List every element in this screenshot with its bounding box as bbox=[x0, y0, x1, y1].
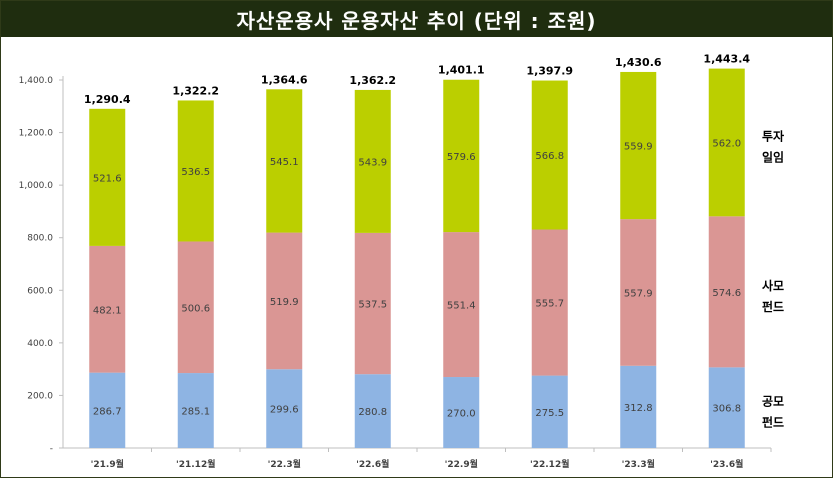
chart-title: 자산운용사 운용자산 추이 (단위 : 조원) bbox=[1, 1, 832, 37]
bar-value-label: 519.9 bbox=[270, 297, 299, 308]
bar-value-label: 286.7 bbox=[93, 406, 122, 417]
x-tick-label: '22.3월 bbox=[268, 458, 301, 470]
y-tick-label: 1,200.0 bbox=[19, 129, 54, 139]
bar-value-label: 559.9 bbox=[624, 142, 653, 153]
bar-value-label: 500.6 bbox=[181, 303, 210, 314]
bar-segment bbox=[620, 219, 657, 366]
bar-value-label: 482.1 bbox=[93, 305, 122, 316]
x-tick-label: '23.3월 bbox=[622, 458, 655, 470]
bar-value-label: 566.8 bbox=[535, 151, 564, 162]
bar-segment bbox=[531, 229, 568, 376]
x-tick-label: '21.9월 bbox=[91, 458, 124, 470]
bar-segment bbox=[354, 89, 391, 233]
y-tick-label: 600.0 bbox=[27, 286, 53, 296]
x-tick-label: '23.6월 bbox=[710, 458, 743, 470]
bar-segment bbox=[443, 79, 480, 233]
bar-segment bbox=[531, 375, 568, 448]
bar-segment bbox=[708, 68, 745, 217]
bar-segment bbox=[354, 374, 391, 448]
y-tick-label: 1,000.0 bbox=[19, 181, 54, 191]
bar-segment bbox=[266, 89, 303, 233]
bar-segment bbox=[443, 377, 480, 448]
legend-label-line: 펀드 bbox=[762, 415, 784, 430]
bar-segment bbox=[266, 369, 303, 448]
bar-segment bbox=[620, 365, 657, 448]
y-tick-label: 400.0 bbox=[27, 339, 53, 349]
legend-label-line: 투자 bbox=[762, 128, 784, 143]
bar-value-label: 312.8 bbox=[624, 403, 653, 414]
bar-segment bbox=[89, 108, 126, 246]
stacked-bar-chart: - 200.0 400.0 600.0 800.0 1,000.0 1,200.0 1,400… bbox=[19, 53, 784, 470]
bar-segment bbox=[708, 367, 745, 448]
legend-label-line: 사모 bbox=[762, 278, 784, 293]
bar-value-label: 574.6 bbox=[712, 288, 741, 299]
x-tick-label: '21.12월 bbox=[176, 458, 216, 470]
y-tick-label: 800.0 bbox=[27, 234, 53, 244]
bar-total-label: 1,397.9 bbox=[526, 65, 573, 78]
bar-value-label: 557.9 bbox=[624, 288, 653, 299]
bar-segment bbox=[354, 232, 391, 375]
bar-segment bbox=[177, 373, 214, 448]
legend-label-line: 공모 bbox=[762, 395, 784, 409]
bar-segment bbox=[531, 80, 568, 230]
bar-total-label: 1,290.4 bbox=[84, 93, 131, 106]
bar-segment bbox=[89, 245, 126, 373]
bar-segment bbox=[443, 232, 480, 378]
bar-value-label: 562.0 bbox=[712, 138, 741, 149]
bar-value-label: 285.1 bbox=[181, 407, 210, 418]
bar-value-label: 270.0 bbox=[447, 409, 476, 420]
bar-value-label: 543.9 bbox=[358, 157, 387, 168]
bar-total-label: 1,401.1 bbox=[438, 64, 485, 77]
bar-value-label: 306.8 bbox=[712, 404, 741, 415]
bar-total-label: 1,362.2 bbox=[349, 74, 396, 87]
y-tick-label: 200.0 bbox=[27, 391, 53, 401]
bar-total-label: 1,364.6 bbox=[261, 73, 308, 86]
bar-value-label: 545.1 bbox=[270, 157, 299, 168]
bar-total-label: 1,322.2 bbox=[172, 84, 219, 97]
legend-label-line: 일임 bbox=[762, 150, 784, 164]
y-tick-label: - bbox=[50, 444, 53, 454]
bar-segment bbox=[266, 232, 303, 370]
bar-value-label: 280.8 bbox=[358, 407, 387, 418]
bar-value-label: 536.5 bbox=[181, 167, 210, 178]
bar-segment bbox=[177, 100, 214, 242]
bar-total-label: 1,430.6 bbox=[615, 56, 662, 69]
legend-label-line: 펀드 bbox=[762, 299, 784, 314]
bar-segment bbox=[708, 216, 745, 368]
bar-value-label: 551.4 bbox=[447, 301, 476, 312]
y-tick-label: 1,400.0 bbox=[19, 76, 54, 86]
x-tick-label: '22.6월 bbox=[356, 458, 389, 470]
bar-value-label: 537.5 bbox=[358, 300, 387, 311]
x-tick-label: '22.12월 bbox=[530, 458, 570, 470]
bar-value-label: 579.6 bbox=[447, 152, 476, 163]
bar-value-label: 555.7 bbox=[535, 299, 564, 310]
bar-value-label: 299.6 bbox=[270, 405, 299, 416]
bar-segment bbox=[620, 71, 657, 220]
bar-value-label: 275.5 bbox=[535, 408, 564, 419]
bar-value-label: 521.6 bbox=[93, 173, 122, 184]
x-tick-label: '22.9월 bbox=[445, 458, 478, 470]
bar-total-label: 1,443.4 bbox=[703, 53, 750, 66]
bar-segment bbox=[89, 372, 126, 448]
bar-segment bbox=[177, 241, 214, 374]
